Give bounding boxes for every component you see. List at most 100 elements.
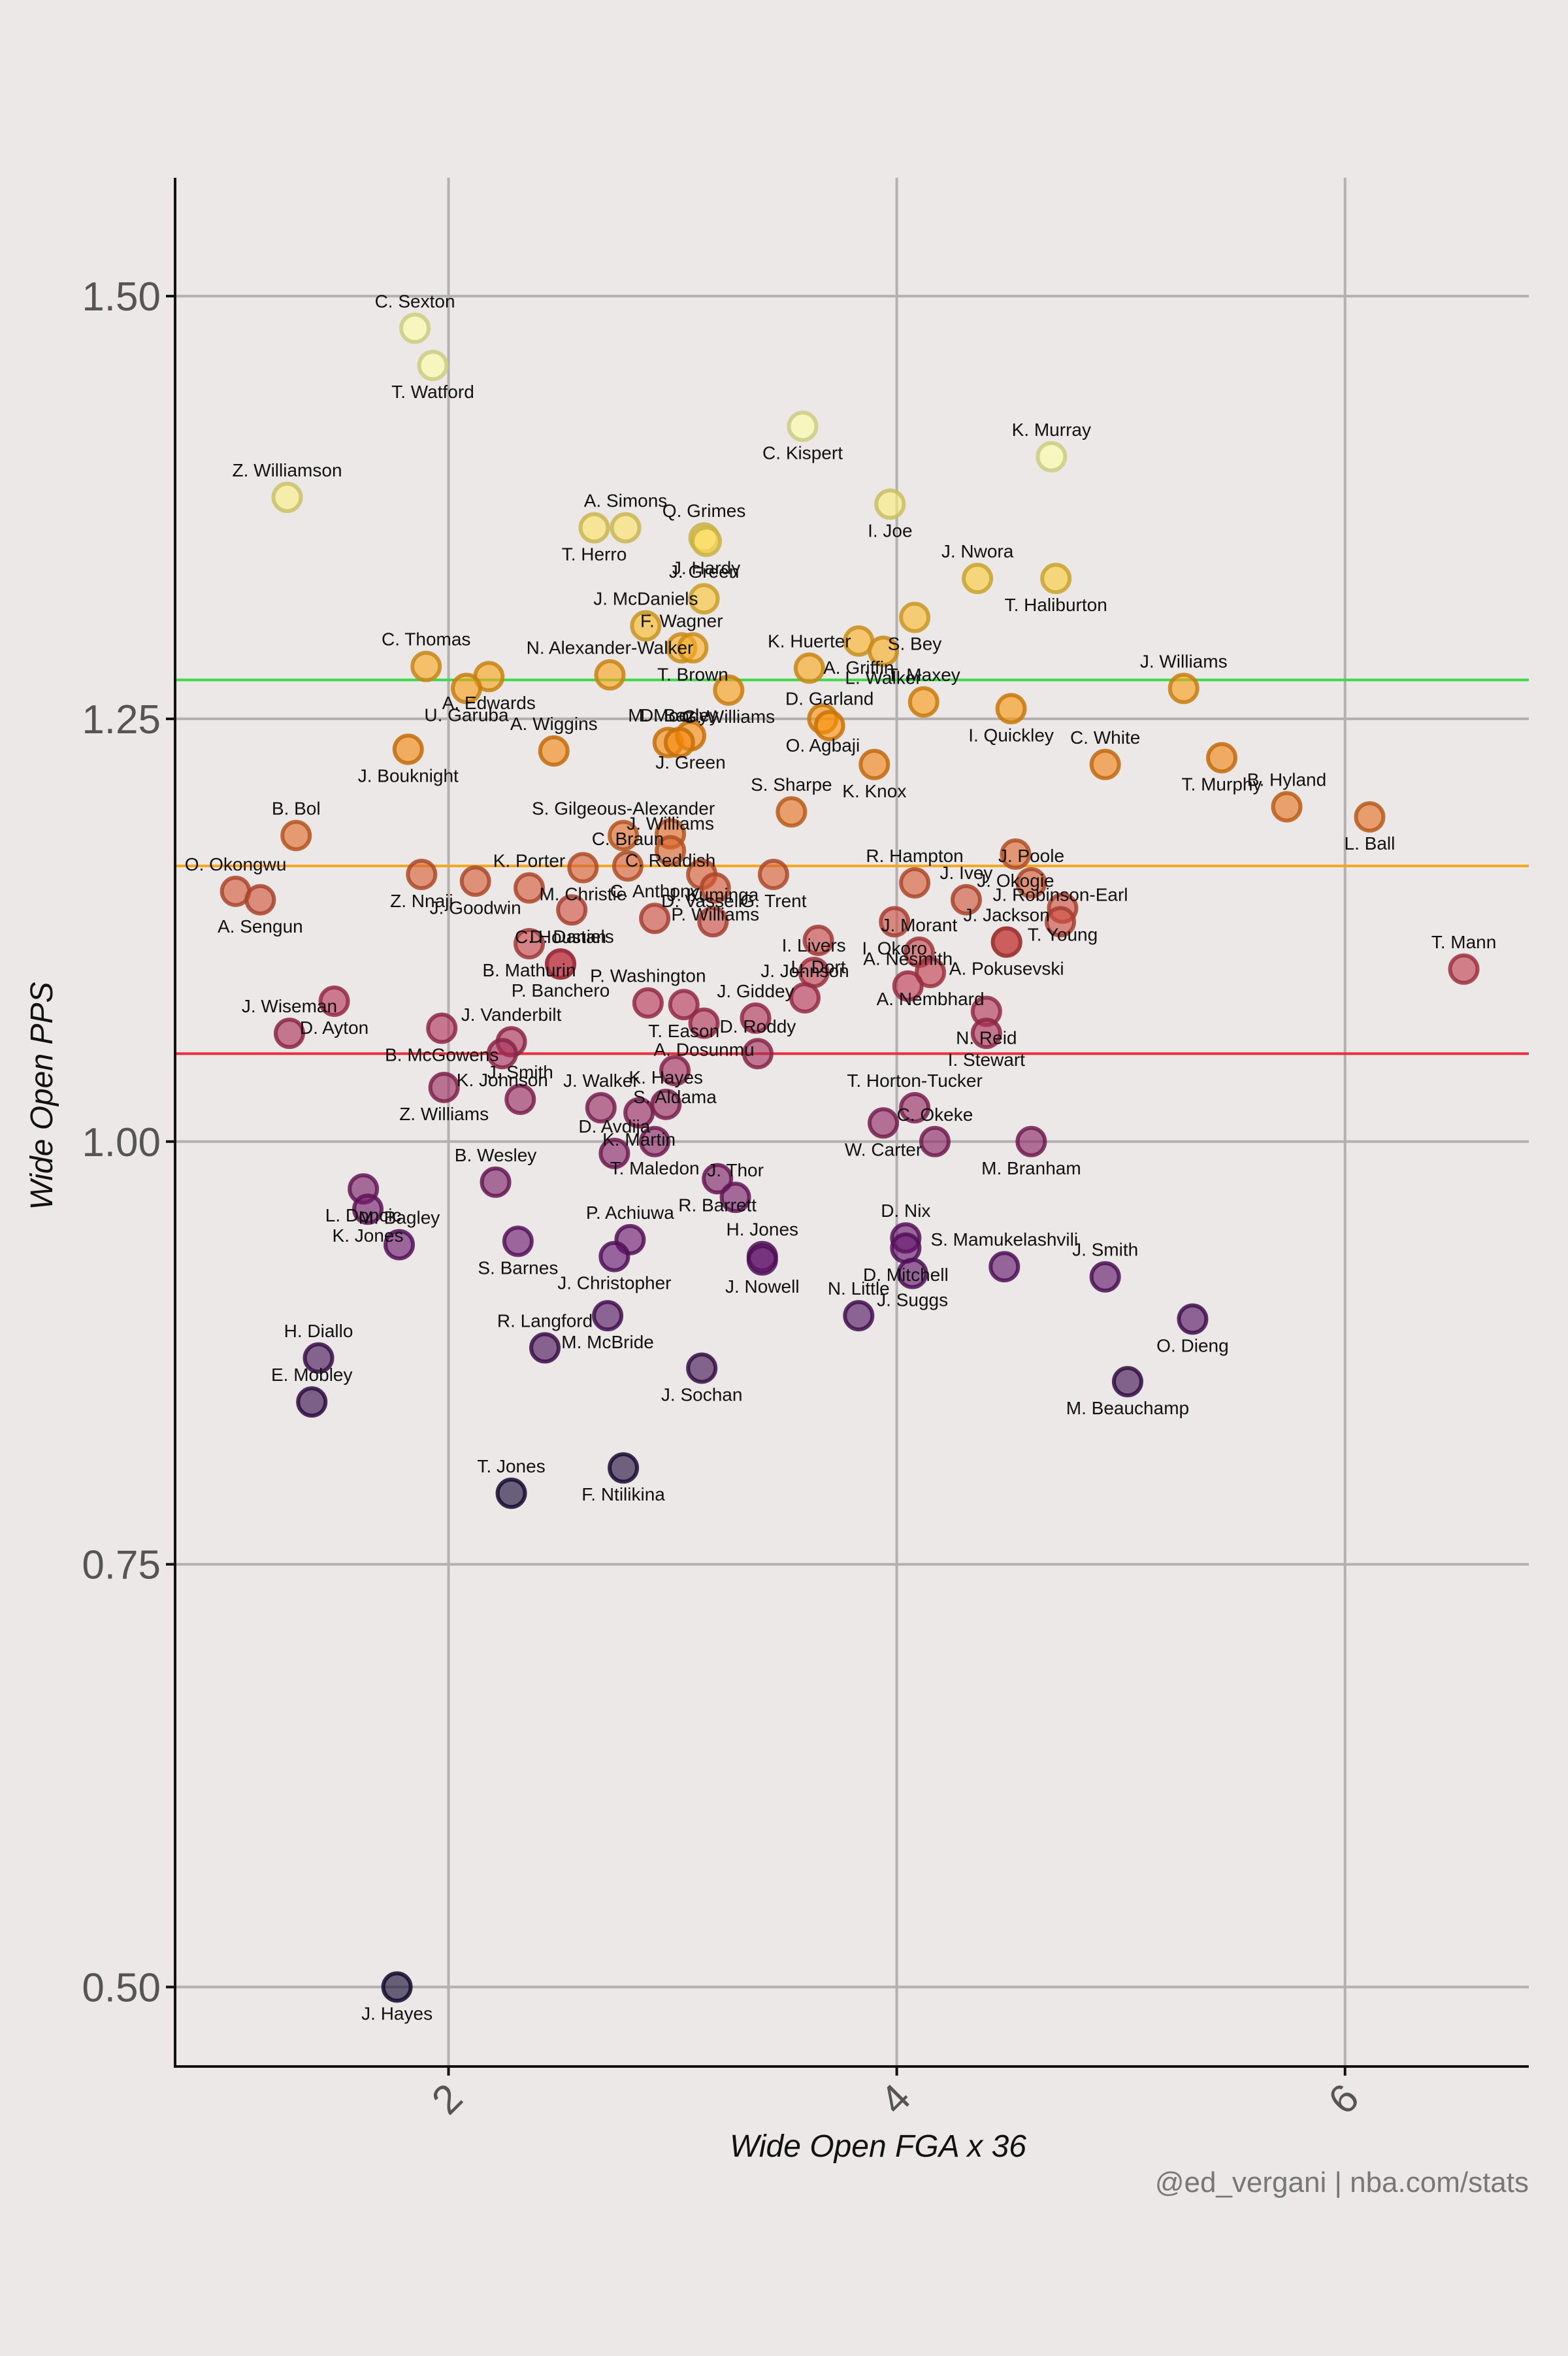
point-label: D. Daniels <box>530 926 614 946</box>
point-label: I. Livers <box>782 935 846 955</box>
scatter-point <box>907 686 939 718</box>
point-label: K. Murray <box>1012 420 1091 440</box>
point-label: T. Murphy <box>1182 774 1262 794</box>
scatter-point <box>612 850 644 882</box>
scatter-point <box>538 735 570 767</box>
scatter-point <box>567 852 599 884</box>
scatter-point <box>970 1018 1002 1050</box>
scatter-point <box>697 906 729 938</box>
point-label: F. Ntilikina <box>581 1484 665 1504</box>
point-label: J. Okogie <box>977 871 1054 891</box>
scatter-point <box>594 659 626 691</box>
point-label: L. Doncic <box>325 1205 402 1225</box>
scatter-point <box>639 903 671 935</box>
scatter-point <box>545 948 577 980</box>
point-label: I. Joe <box>868 520 912 540</box>
scatter-point <box>1177 1303 1209 1335</box>
scatter-point <box>896 1257 928 1289</box>
scatter-point <box>1354 801 1386 833</box>
point-label: J. Bouknight <box>358 766 459 786</box>
scatter-point <box>962 563 994 595</box>
point-label: R. Langford <box>497 1310 593 1331</box>
scatter-point <box>608 820 640 852</box>
point-label: M. Branham <box>981 1158 1081 1178</box>
scatter-point <box>995 693 1027 725</box>
point-label: T. Brown <box>657 664 728 684</box>
point-label: K. Johnson <box>457 1070 548 1090</box>
point-label: C. Anthony <box>610 881 700 901</box>
point-label: J. Morant <box>881 915 958 935</box>
point-label: D. Ayton <box>300 1018 368 1038</box>
scatter-point <box>585 1092 617 1124</box>
point-label: M. Moody <box>628 705 708 725</box>
scatter-point <box>318 986 350 1018</box>
scatter-point <box>1040 563 1072 595</box>
point-label: A. Simons <box>584 491 668 511</box>
point-label: O. Agbaji <box>786 735 860 755</box>
point-label: D. Garland <box>785 688 874 708</box>
point-label: K. Knox <box>842 781 906 801</box>
scatter-point <box>787 410 819 442</box>
scatter-point <box>699 872 731 904</box>
point-label: A. Nembhard <box>877 989 985 1009</box>
point-label: J. Kuminga <box>667 884 759 904</box>
point-label: L. Dort <box>791 957 846 977</box>
point-label: J. Giddey <box>717 981 794 1001</box>
scatter-point <box>677 632 709 664</box>
point-label: D. Avdija <box>578 1116 650 1137</box>
scatter-point <box>352 1193 384 1225</box>
point-label: N. Little <box>828 1278 890 1299</box>
point-label: R. Barrett <box>678 1195 757 1216</box>
point-label: B. Bol <box>272 798 321 818</box>
x-axis-title: Wide Open FGA x 36 <box>730 2129 1026 2164</box>
scatter-point <box>556 894 588 926</box>
scatter-point <box>691 525 723 557</box>
point-label: L. Walker <box>845 667 921 688</box>
point-label: J. Nowell <box>725 1276 800 1297</box>
scatter-point <box>776 796 808 828</box>
x-tick-label: 6 <box>1320 2076 1367 2123</box>
point-label: B. Hyland <box>1247 769 1326 789</box>
scatter-point <box>740 1002 772 1034</box>
point-label: T. Herro <box>562 544 627 565</box>
point-label: J. Walker <box>563 1070 639 1091</box>
point-label: O. Dieng <box>1156 1335 1229 1355</box>
point-label: M. McBride <box>561 1332 654 1352</box>
scatter-point <box>919 1125 951 1157</box>
scatter-point <box>1168 672 1200 705</box>
y-tick-label: 1.50 <box>82 274 161 320</box>
scatter-point <box>610 512 642 544</box>
point-label: J. Hardy <box>672 557 740 578</box>
scatter-point <box>742 1038 774 1070</box>
point-label: J. Hayes <box>361 2003 433 2023</box>
point-label: T. Watford <box>391 382 474 402</box>
scatter-point <box>1045 906 1077 938</box>
point-label: T. Maxey <box>887 665 960 685</box>
point-label: D. Mitchell <box>863 1265 949 1285</box>
point-label: C. Okeke <box>897 1104 973 1125</box>
scatter-point <box>502 1225 534 1257</box>
point-label: J. Vanderbilt <box>461 1004 562 1025</box>
point-label: J. Goodwin <box>430 897 521 918</box>
point-label: A. Dosunmu <box>654 1040 755 1060</box>
point-label: U. Garuba <box>424 705 509 725</box>
scatter-point <box>514 928 546 960</box>
scatter-point <box>280 820 312 852</box>
point-label: A. Sengun <box>218 916 303 937</box>
point-label: J. Thor <box>707 1160 764 1180</box>
point-label: C. Kispert <box>762 442 843 463</box>
point-label: Z. Nnaji <box>390 891 453 911</box>
scatter-point <box>1015 1125 1047 1157</box>
point-label: E. Mobley <box>271 1365 353 1385</box>
point-label: I. Okoro <box>862 938 927 958</box>
x-tick-label: 4 <box>872 2076 919 2123</box>
point-label: H. Diallo <box>284 1321 353 1341</box>
point-label: J. Williams <box>627 814 714 834</box>
scatter-point <box>686 1352 718 1384</box>
scatter-point <box>592 1300 624 1332</box>
point-label: J. Smith <box>1072 1240 1138 1260</box>
point-label: A. Wiggins <box>510 714 598 734</box>
scatter-point <box>890 1232 922 1264</box>
point-label: C. Houstan <box>515 927 606 947</box>
point-label: A. Nesmith <box>863 949 953 969</box>
